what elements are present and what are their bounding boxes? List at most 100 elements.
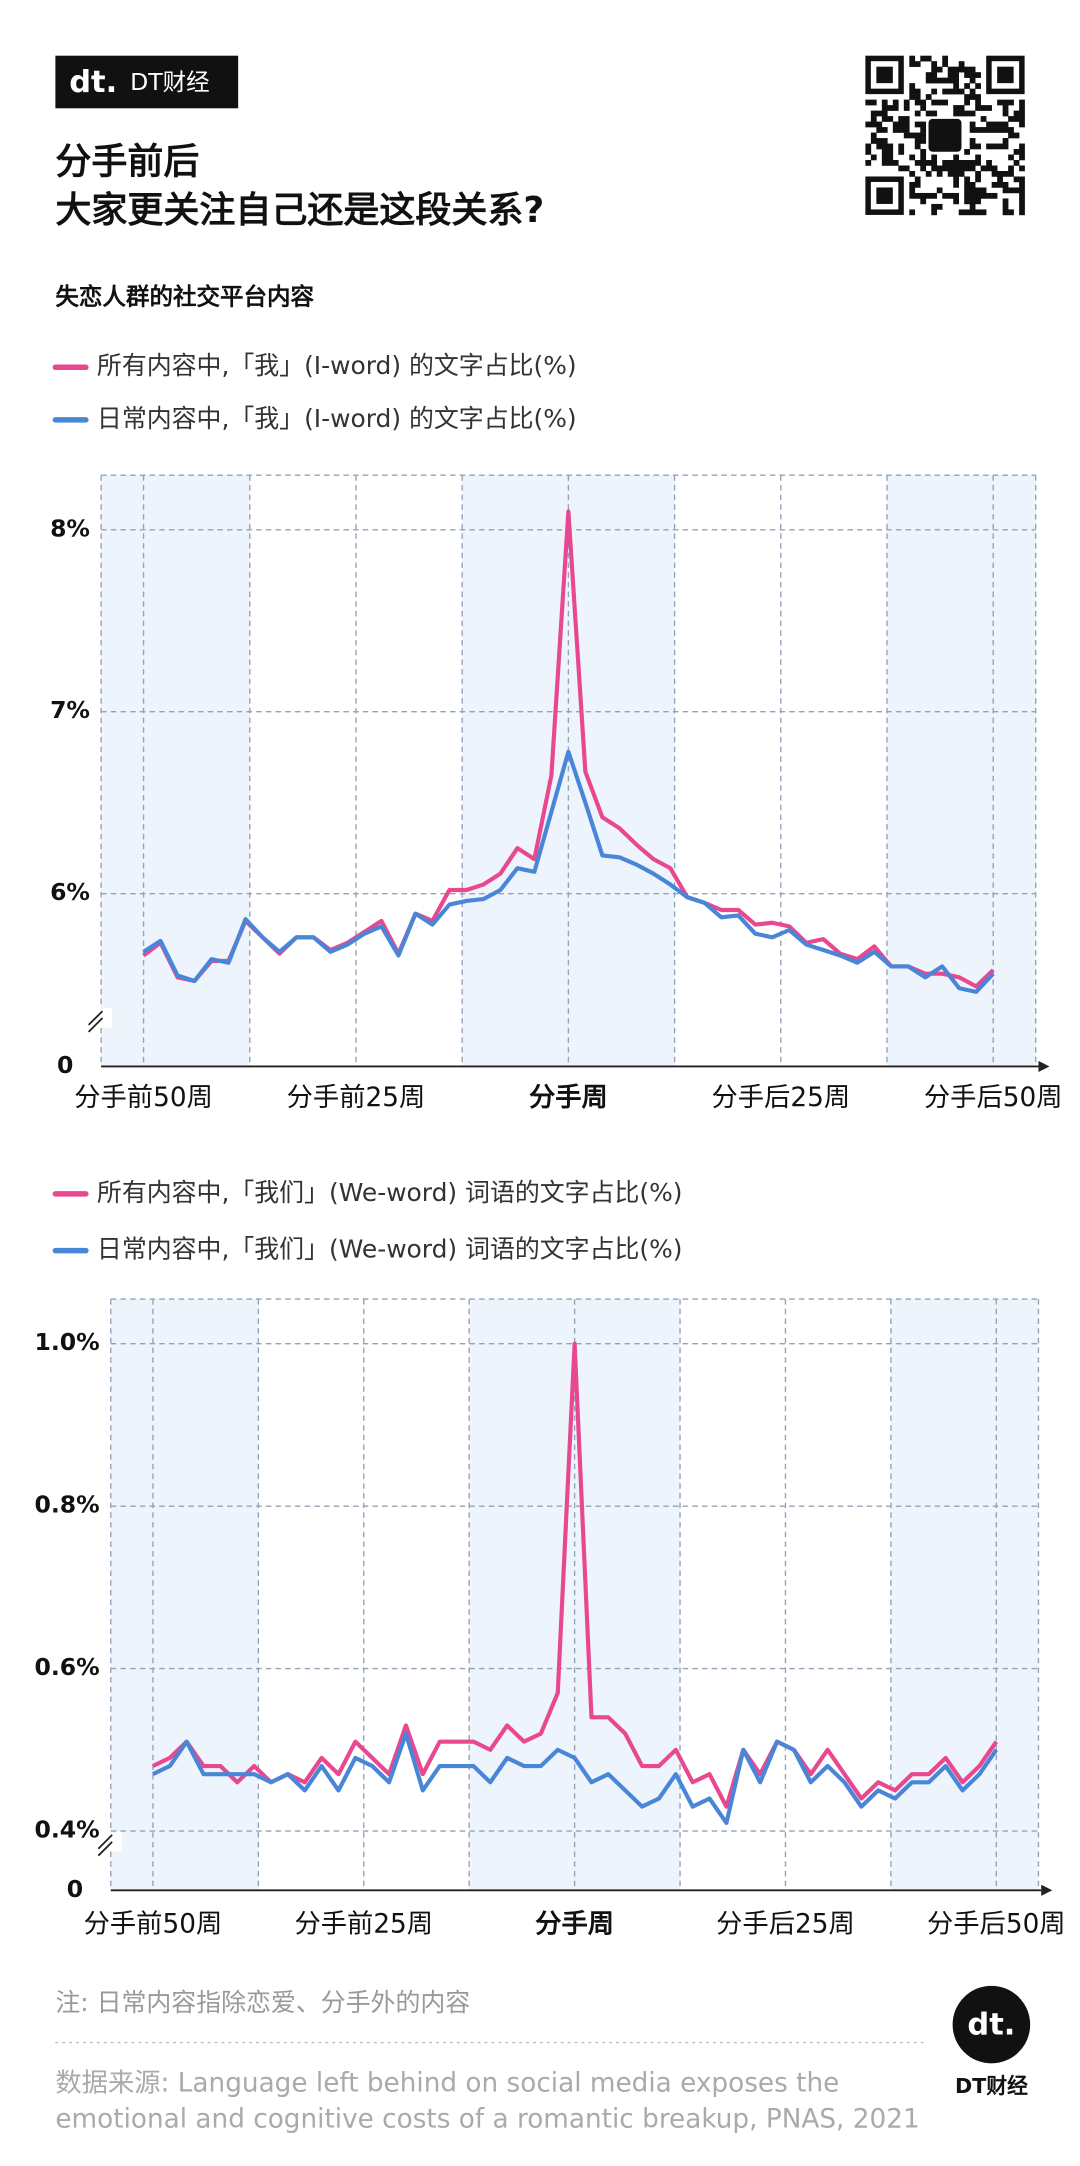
qr-module — [980, 127, 987, 133]
qr-module — [1019, 203, 1025, 210]
qr-module — [1002, 187, 1009, 194]
qr-module — [942, 160, 949, 166]
qr-module — [1019, 198, 1025, 205]
qr-module — [898, 121, 905, 128]
qr-module — [1002, 138, 1009, 144]
qr-module — [914, 138, 921, 144]
qr-module — [931, 160, 938, 166]
qr-module — [936, 99, 943, 106]
source-line: 数据来源: Language left behind on social med… — [55, 2069, 839, 2099]
qr-module — [936, 77, 943, 84]
qr-module — [953, 192, 960, 199]
qr-module — [958, 88, 965, 95]
x-tick-label: 分手后25周 — [716, 1909, 855, 1939]
qr-module — [865, 99, 872, 106]
qr-module — [870, 116, 877, 122]
qr-module — [953, 181, 960, 188]
qr-module — [980, 187, 987, 194]
qr-module — [991, 121, 998, 128]
qr-module — [931, 88, 938, 95]
qr-module — [980, 116, 987, 122]
y-tick-label: 0.4% — [34, 1816, 99, 1844]
qr-module — [969, 127, 976, 133]
qr-module — [887, 105, 894, 111]
qr-module — [903, 105, 910, 111]
qr-module — [986, 160, 992, 166]
qr-module — [942, 99, 949, 106]
qr-module — [975, 99, 981, 106]
y-tick-label: 7% — [50, 696, 90, 724]
qr-module — [975, 170, 981, 177]
qr-module — [881, 105, 888, 111]
qr-module — [969, 160, 976, 166]
qr-module — [931, 77, 938, 84]
qr-module — [914, 143, 921, 150]
qr-code — [865, 55, 1025, 216]
qr-module — [903, 127, 910, 133]
qr-module — [958, 170, 965, 177]
qr-module — [887, 160, 894, 166]
qr-module — [914, 88, 921, 95]
line-series — [142, 749, 995, 994]
qr-module — [876, 143, 883, 150]
qr-module — [1008, 170, 1014, 177]
y-tick-label: 0.8% — [34, 1491, 99, 1519]
qr-finder — [865, 176, 904, 215]
axis-break-mark — [87, 1010, 104, 1026]
note: 注: 日常内容指除恋爱、分手外的内容 — [55, 1988, 470, 2017]
qr-module — [969, 143, 976, 150]
title-line: 分手前后 — [55, 142, 199, 183]
qr-module — [909, 181, 916, 188]
qr-module — [914, 99, 921, 106]
qr-module — [1013, 132, 1020, 139]
qr-module — [1002, 203, 1009, 210]
qr-module — [1002, 127, 1009, 133]
qr-module — [931, 154, 938, 161]
qr-module — [980, 192, 987, 199]
qr-module — [969, 66, 976, 73]
qr-module — [1019, 165, 1025, 172]
qr-module — [876, 110, 883, 117]
qr-module — [920, 105, 927, 111]
qr-module — [942, 77, 949, 84]
footer-logo-circle — [952, 1985, 1031, 2064]
qr-module — [909, 192, 916, 199]
qr-module — [936, 170, 943, 177]
qr-module — [909, 170, 916, 177]
axis-break-mark — [97, 1841, 113, 1857]
qr-module — [1013, 176, 1020, 183]
qr-module — [964, 83, 970, 89]
legend-label: 所有内容中,「我们」(We-word) 词语的文字占比(%) — [97, 1178, 683, 1207]
qr-module — [986, 143, 992, 150]
footer-logo-text: DT财经 — [955, 2074, 1028, 2098]
qr-module — [991, 192, 998, 199]
qr-module — [969, 72, 976, 78]
qr-module — [920, 198, 927, 205]
qr-module — [1019, 99, 1025, 106]
line-series — [152, 1731, 999, 1825]
qr-module — [953, 66, 960, 73]
qr-module — [980, 105, 987, 111]
qr-module — [969, 209, 976, 216]
qr-module — [986, 192, 992, 199]
title-line: 大家更关注自己还是这段关系? — [55, 190, 544, 231]
qr-module — [881, 154, 888, 161]
qr-module — [958, 61, 965, 67]
qr-module — [920, 160, 927, 166]
qr-module — [920, 192, 927, 199]
qr-module — [887, 116, 894, 122]
qr-module — [887, 149, 894, 155]
qr-module — [881, 138, 888, 144]
qr-module — [1019, 121, 1025, 128]
qr-module — [958, 160, 965, 166]
qr-module — [1019, 192, 1025, 199]
qr-module — [997, 176, 1003, 183]
qr-module — [947, 170, 954, 177]
qr-module — [909, 88, 916, 95]
qr-module — [914, 121, 921, 128]
x-tick-label: 分手周 — [535, 1909, 614, 1939]
qr-module — [914, 176, 921, 183]
qr-module — [892, 127, 899, 133]
qr-module — [975, 209, 981, 216]
qr-module — [964, 181, 970, 188]
